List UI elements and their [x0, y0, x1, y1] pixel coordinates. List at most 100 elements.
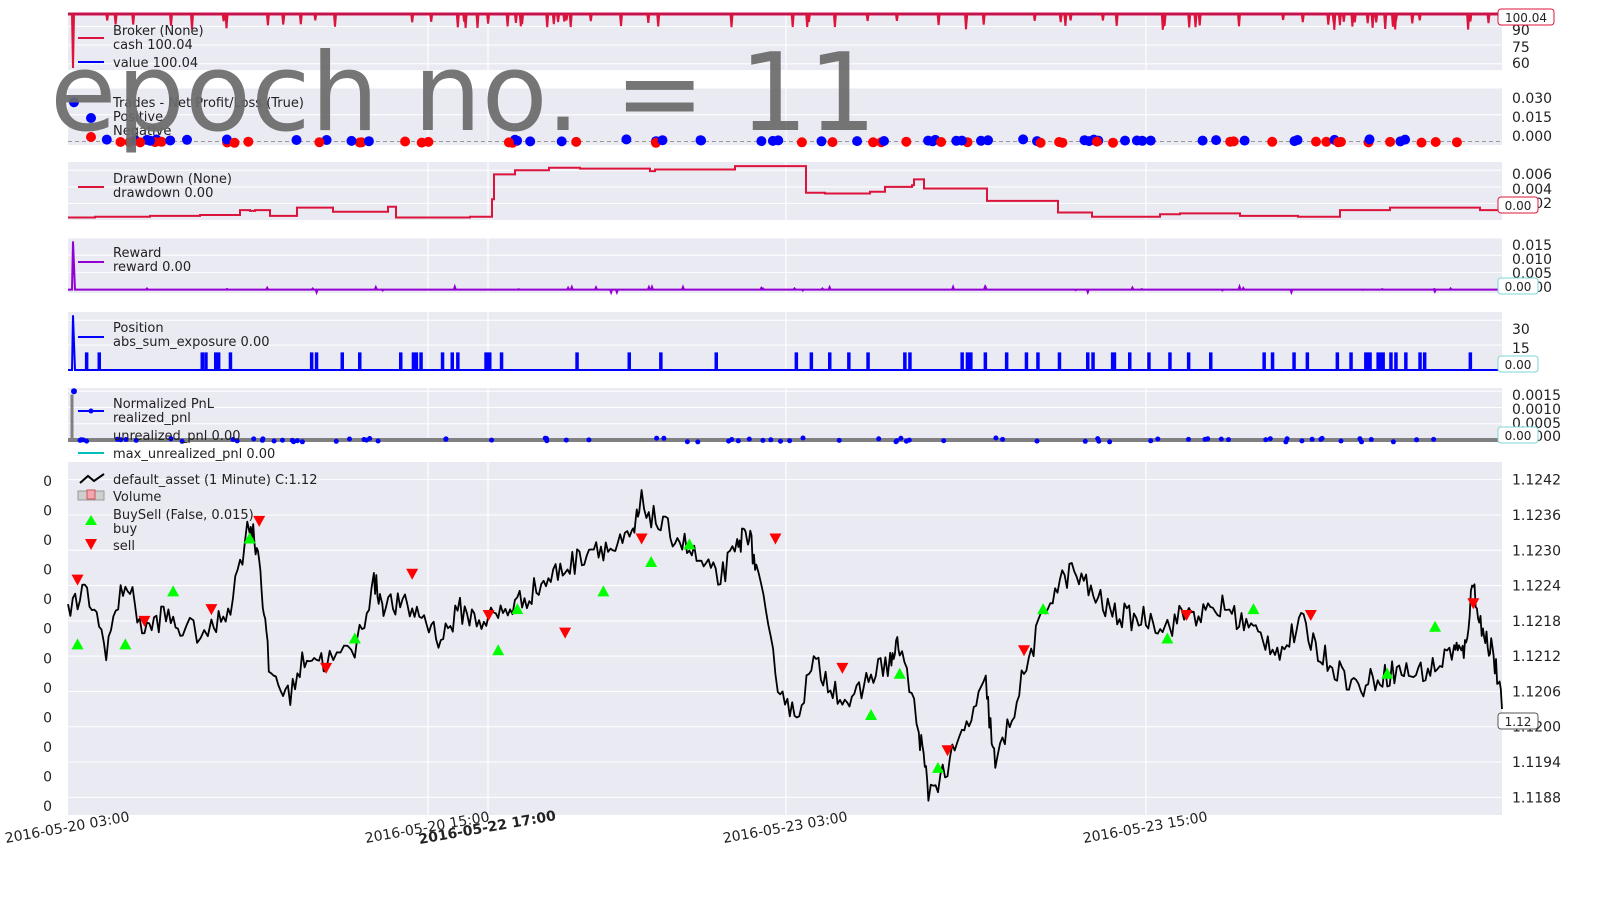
reward-last-value-tag: [1497, 277, 1539, 295]
realized-pnl-point: [230, 437, 236, 442]
trade-point-positive: [816, 136, 827, 147]
trade-point-negative: [1035, 137, 1046, 148]
trade-point-positive: [101, 134, 112, 145]
sell-marker-7: [559, 627, 572, 639]
realized-pnl-point: [294, 438, 300, 444]
sell-marker-4: [320, 662, 333, 674]
legend-pnl-0: Normalized PnL: [113, 397, 215, 412]
trade-point-positive: [1400, 134, 1411, 145]
realized-pnl-point: [375, 438, 381, 444]
sell-marker-13: [1180, 609, 1193, 621]
legend-broker-2: value 100.04: [113, 56, 198, 71]
realized-pnl-point: [903, 438, 909, 444]
trade-point-negative: [423, 136, 434, 147]
realized-pnl-point: [1148, 438, 1154, 444]
trade-point-negative: [503, 137, 514, 148]
trade-point-negative: [796, 137, 807, 148]
trade-point-negative: [115, 137, 126, 147]
trade-point-negative: [229, 137, 240, 148]
price-tick-label: 1.1224: [1512, 579, 1561, 595]
trade-point-positive: [182, 134, 192, 145]
buy-marker-3: [243, 532, 256, 544]
realized-pnl-point: [1218, 436, 1224, 442]
trade-point-positive: [1131, 135, 1142, 146]
sell-marker-1: [138, 615, 151, 627]
realized-pnl-point: [259, 437, 265, 443]
legend-buy-swatch: [85, 515, 97, 525]
realized-pnl-point: [1263, 437, 1269, 443]
trade-point-negative: [901, 136, 912, 147]
panel-pnl-background: [68, 388, 1502, 440]
trade-point-positive: [291, 135, 302, 145]
price-tick-label: 1.1242: [1512, 473, 1561, 489]
realized-pnl-point: [746, 436, 752, 442]
trade-point-positive: [346, 135, 357, 146]
realized-pnl-point: [234, 438, 240, 444]
trade-point-negative: [314, 137, 325, 148]
trade-point-negative: [400, 136, 411, 147]
trade-point-positive: [525, 136, 536, 147]
realized-pnl-point: [778, 438, 783, 444]
reward-line: [68, 241, 1502, 296]
price-tick-label: 1.1206: [1512, 685, 1561, 701]
realized-pnl-point: [800, 435, 806, 441]
realized-pnl-point: [280, 437, 285, 443]
trade-point-negative: [827, 137, 838, 148]
legend-position-0: Position: [113, 321, 164, 336]
realized-pnl-point: [271, 438, 277, 444]
buy-marker-9: [683, 538, 696, 550]
trade-point-positive: [1018, 134, 1029, 145]
buy-marker-2: [167, 585, 180, 597]
trade-point-positive: [621, 134, 632, 145]
trades-tick-label: 0.015: [1512, 110, 1552, 126]
trade-point-negative: [135, 137, 146, 148]
realized-pnl-point: [1283, 439, 1289, 445]
realized-pnl-point: [1034, 438, 1040, 444]
realized-pnl-point: [1338, 438, 1344, 444]
realized-pnl-point: [333, 438, 339, 444]
legend-reward-0: Reward: [113, 246, 161, 261]
realized-pnl-point: [367, 436, 373, 441]
realized-pnl-point: [80, 437, 86, 443]
broker-last-value: 100.04: [1505, 11, 1547, 25]
legend-price-1: Volume: [113, 490, 161, 505]
legend-broker-0: Broker (None): [113, 24, 204, 39]
legend-positive-swatch: [86, 113, 96, 123]
price-tick-label: 1.1230: [1512, 543, 1561, 559]
realized-pnl-point: [542, 435, 548, 441]
sell-marker-3: [253, 515, 266, 527]
trade-point-positive: [1145, 135, 1156, 146]
legend-trades-1: Positive: [113, 110, 163, 125]
trade-point-negative: [1416, 137, 1427, 148]
drawdown-tick-label: 0.006: [1512, 167, 1552, 183]
realized-pnl-point: [1267, 436, 1273, 442]
price-last-value-tag: [1497, 712, 1539, 730]
realized-pnl-point: [361, 437, 367, 442]
realized-pnl-point: [1299, 438, 1305, 444]
legend-volume-swatch-inner: [86, 489, 96, 500]
buy-marker-17: [1429, 620, 1442, 632]
realized-pnl-point: [654, 435, 660, 441]
trade-point-positive: [1239, 135, 1250, 146]
volume-tick-label: 0: [43, 504, 52, 520]
legend-trades-0: Trades - Net Profit/Loss (True): [112, 96, 304, 111]
volume-tick-label: 0: [43, 474, 52, 490]
sell-marker-2: [205, 604, 218, 616]
trade-point-positive: [1211, 135, 1222, 146]
realized-pnl-point: [133, 437, 139, 443]
realized-pnl-point: [695, 439, 701, 445]
drawdown-tick-label: 0.004: [1512, 182, 1552, 198]
volume-tick-label: 0: [43, 533, 52, 549]
realized-pnl-point: [347, 436, 352, 442]
realized-pnl-point: [168, 436, 174, 442]
realized-pnl-point: [1096, 438, 1102, 444]
buy-marker-4: [348, 632, 361, 644]
trade-point-negative: [243, 136, 254, 147]
realized-pnl-point: [586, 437, 592, 443]
reward-tick-label: 0.015: [1512, 238, 1552, 254]
legend-price-4: sell: [113, 539, 135, 554]
realized-pnl-point: [1414, 437, 1420, 443]
pnl-last-value-tag: [1497, 426, 1539, 444]
trade-point-positive: [976, 135, 986, 146]
trade-point-positive: [1292, 135, 1303, 145]
